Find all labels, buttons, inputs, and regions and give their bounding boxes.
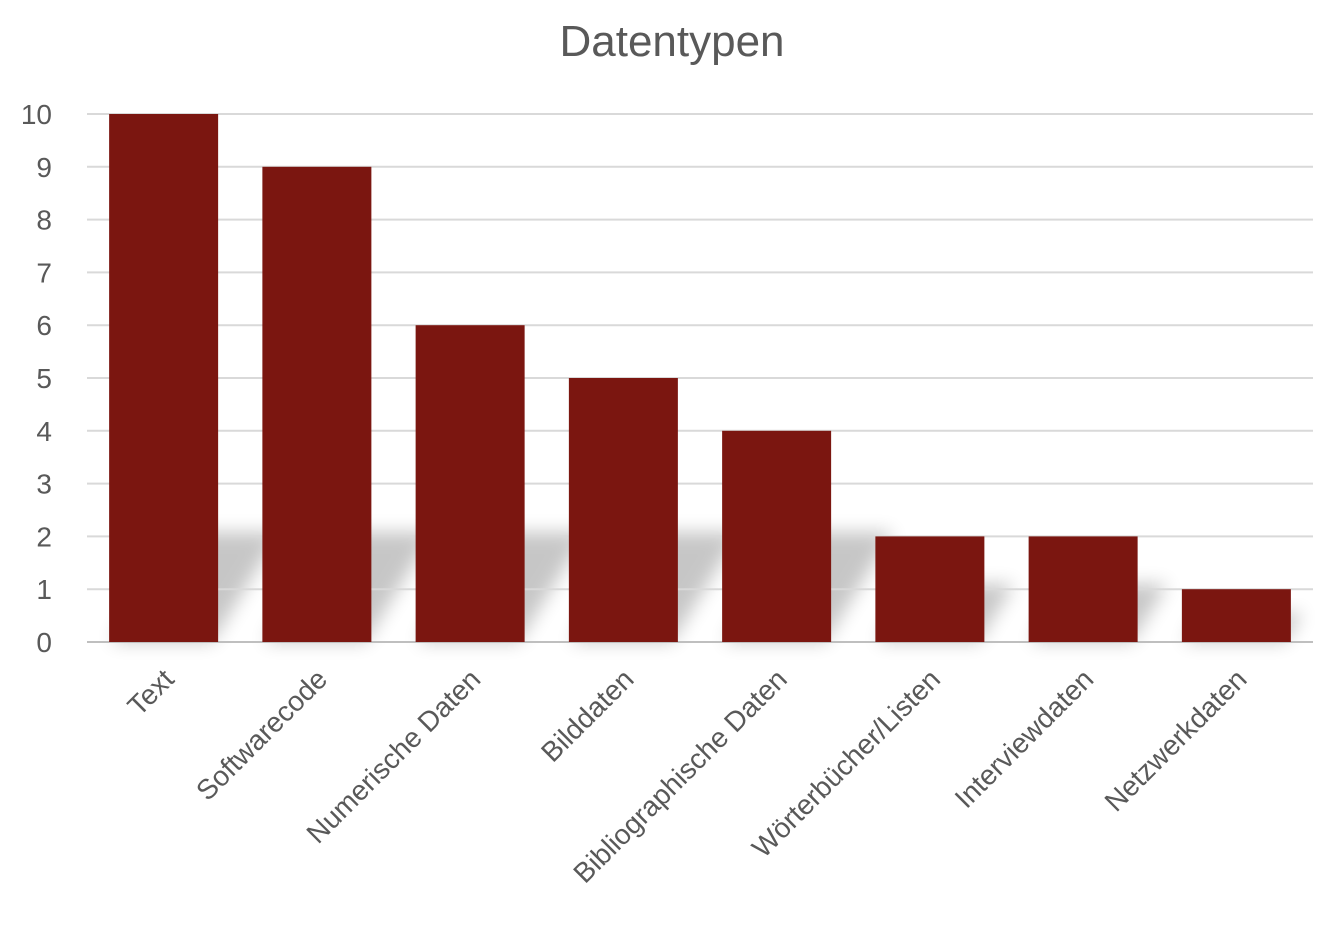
x-category-label: Softwarecode bbox=[190, 663, 333, 806]
bar bbox=[875, 536, 985, 642]
bar bbox=[1181, 589, 1291, 642]
y-tick-label: 5 bbox=[36, 363, 52, 394]
y-tick-label: 9 bbox=[36, 152, 52, 183]
y-tick-label: 4 bbox=[36, 416, 52, 447]
x-category-label: Text bbox=[122, 663, 180, 721]
bar bbox=[1028, 536, 1138, 642]
y-tick-label: 2 bbox=[36, 521, 52, 552]
bar bbox=[262, 166, 372, 643]
bar bbox=[109, 114, 219, 642]
y-tick-label: 7 bbox=[36, 257, 52, 288]
y-tick-label: 3 bbox=[36, 469, 52, 500]
y-tick-label: 0 bbox=[36, 627, 52, 658]
bar bbox=[722, 430, 832, 642]
bar bbox=[415, 325, 525, 642]
y-tick-label: 1 bbox=[36, 574, 52, 605]
x-category-label: Netzwerkdaten bbox=[1099, 663, 1253, 817]
y-tick-label: 8 bbox=[36, 205, 52, 236]
y-axis-ticks: 0 1 2 3 4 5 6 7 8 9 10 bbox=[21, 99, 52, 658]
y-tick-label: 6 bbox=[36, 310, 52, 341]
x-category-label: Numerische Daten bbox=[300, 663, 486, 849]
bars bbox=[109, 114, 1291, 643]
y-tick-label: 10 bbox=[21, 99, 52, 130]
chart-title: Datentypen bbox=[559, 17, 784, 66]
x-category-label: Bilddaten bbox=[535, 663, 639, 767]
x-category-label: Interviewdaten bbox=[949, 663, 1100, 814]
bar bbox=[568, 378, 678, 642]
